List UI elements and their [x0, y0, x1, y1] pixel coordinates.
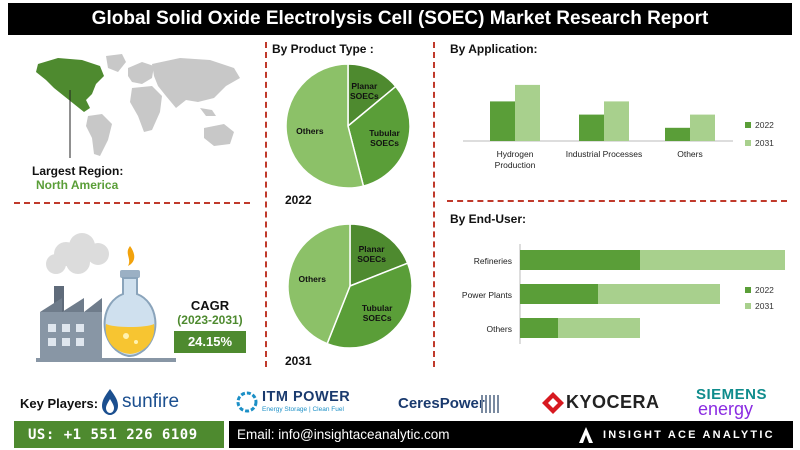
application-legend-swatch-2031 [745, 140, 751, 146]
ceres-power-logo-text: CeresPower [398, 395, 485, 412]
largest-region-value: North America [36, 178, 119, 192]
kyocera-k-icon [542, 392, 564, 414]
itm-power-logo-text: ITM POWER [262, 389, 351, 405]
application-title: By Application: [450, 42, 538, 56]
application-category-label-1: Industrial Processes [566, 149, 643, 159]
kyocera-logo: KYOCERA [542, 390, 659, 416]
application-legend-label-2022: 2022 [755, 120, 774, 130]
pie-label-2022-others: Others [296, 126, 324, 136]
pie-label-2022-tubular-soecs: Tubular SOECs [369, 128, 400, 148]
end-user-bar-chart: Refineries Power Plants Others 2022 2031 [462, 244, 785, 344]
energy-logo-text: energy [698, 399, 754, 419]
pie-label-2022-planar-soecs: Planar SOECs [350, 81, 379, 101]
divider-application [447, 200, 787, 202]
ceres-grid-icon [481, 395, 499, 413]
sunfire-logo: sunfire [100, 388, 190, 416]
footer-brand: INSIGHT ACE ANALYTIC [571, 421, 793, 448]
key-players-label: Key Players: [20, 396, 99, 411]
end-user-bar-2031-0 [640, 250, 785, 270]
siemens-energy-logo: SIEMENS energy [694, 386, 784, 420]
sunfire-logo-text: sunfire [122, 391, 180, 412]
factory-illustration [36, 233, 176, 362]
pie-slice-2031-planar-soecs [349, 223, 409, 288]
end-user-bar-2022-1 [520, 284, 598, 304]
end-user-bar-2022-2 [520, 318, 558, 338]
itm-ring-icon [236, 391, 258, 413]
pie-slice-2031-tubular-soecs [326, 262, 413, 349]
end-user-category-label-0: Refineries [474, 256, 512, 266]
largest-region-label: Largest Region: [32, 164, 124, 178]
end-user-title: By End-User: [450, 212, 527, 226]
footer-brand-text: INSIGHT ACE ANALYTIC [603, 428, 775, 441]
pie-chart-2031: Planar SOECs Tubular SOECs Others [287, 223, 413, 349]
end-user-category-label-2: Others [486, 324, 512, 334]
pie-year-2022: 2022 [285, 193, 312, 207]
siemens-logo-text: SIEMENS [696, 386, 768, 403]
pie-year-2031: 2031 [285, 354, 312, 368]
end-user-legend-swatch-2022 [745, 287, 751, 293]
pie-slice-2022-tubular-soecs [347, 85, 411, 187]
application-bar-2031-0 [515, 84, 540, 141]
application-legend-swatch-2022 [745, 122, 751, 128]
application-bar-2031-1 [604, 101, 629, 141]
ceres-power-logo: CeresPower [398, 392, 508, 416]
application-bar-chart: Hydrogen Production Industrial Processes Ot… [463, 84, 774, 170]
application-bar-2031-2 [690, 114, 715, 141]
pie-slice-2022-planar-soecs [347, 63, 397, 128]
divider-left [265, 42, 267, 367]
cagr-label: CAGR [190, 298, 230, 313]
footer-phone[interactable]: US: +1 551 226 6109 [14, 421, 224, 448]
divider-region [14, 202, 250, 204]
application-legend-label-2031: 2031 [755, 138, 774, 148]
end-user-legend-swatch-2031 [745, 303, 751, 309]
application-bar-2022-0 [490, 101, 515, 141]
pie-label-2031-planar-soecs: Planar SOECs [357, 244, 386, 264]
end-user-legend-label-2031: 2031 [755, 301, 774, 311]
end-user-bar-2031-1 [598, 284, 720, 304]
pie-slice-2022-others [285, 63, 365, 189]
end-user-bar-2031-2 [558, 318, 640, 338]
itm-power-logo: ITM POWER Energy Storage | Clean Fuel [236, 388, 356, 418]
pie-label-2031-others: Others [299, 274, 327, 284]
itm-power-tagline: Energy Storage | Clean Fuel [262, 406, 344, 413]
end-user-category-label-1: Power Plants [462, 290, 512, 300]
world-map [36, 54, 240, 158]
application-category-label-2: Others [677, 149, 703, 159]
end-user-legend-label-2022: 2022 [755, 285, 774, 295]
cagr-value: 24.15% [174, 331, 246, 353]
insight-ace-logo-icon [579, 426, 593, 443]
north-america-shape [36, 58, 104, 112]
pie-label-2031-tubular-soecs: Tubular SOECs [362, 303, 393, 323]
application-bar-2022-2 [665, 127, 690, 141]
cagr-period: (2023-2031) [177, 313, 243, 327]
pie-slice-2031-others [287, 223, 351, 345]
application-bar-2022-1 [579, 114, 604, 141]
flame-icon [102, 389, 118, 415]
pie-chart-2022: Planar SOECs Tubular SOECs Others [285, 63, 411, 189]
product-type-title: By Product Type : [272, 42, 374, 56]
end-user-bar-2022-0 [520, 250, 640, 270]
page-title: Global Solid Oxide Electrolysis Cell (SO… [8, 3, 792, 35]
divider-right [433, 42, 435, 367]
footer-email[interactable]: Email: info@insightaceanalytic.com [229, 421, 571, 448]
application-category-label-0: Hydrogen Production [495, 149, 536, 170]
kyocera-logo-text: KYOCERA [566, 392, 660, 412]
